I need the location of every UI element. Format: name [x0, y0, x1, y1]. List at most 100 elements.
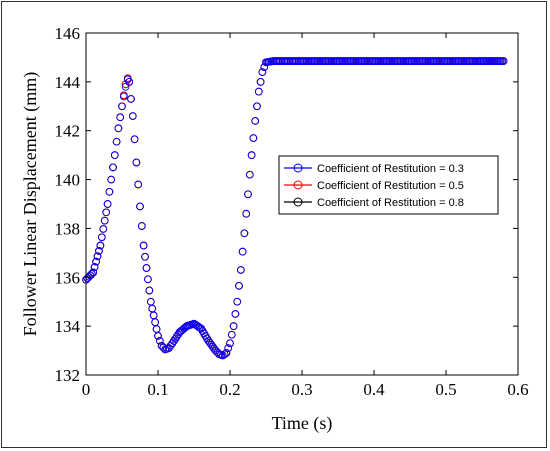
data-point: [132, 158, 141, 167]
legend: Coefficient of Restitution = 0.3 Coeffici…: [278, 155, 499, 215]
x-tick-label: 0.3: [291, 380, 312, 399]
data-point: [100, 216, 109, 225]
data-point: [109, 163, 117, 172]
y-tick-label: 142: [55, 122, 81, 141]
y-tick-label: 138: [55, 219, 81, 238]
data-point: [258, 68, 267, 76]
data-point: [139, 241, 148, 250]
legend-marker: [293, 197, 303, 207]
x-tick-label: 0.6: [507, 380, 528, 399]
data-point: [222, 349, 231, 357]
axis-ticks: 0 0.1 0.2 0.3 0.4 0.5 0.6 132 134 136 138 140 142 144…: [55, 24, 529, 399]
data-point: [155, 336, 164, 345]
data-point: [95, 247, 103, 255]
data-point: [92, 257, 100, 266]
data-point: [499, 57, 508, 65]
data-point: [148, 304, 157, 313]
y-tick-label: 144: [55, 73, 81, 92]
y-tick-label: 146: [55, 24, 81, 43]
y-tick-label: 132: [55, 366, 81, 385]
data-point: [144, 275, 152, 284]
data-point: [121, 82, 130, 91]
data-point: [231, 310, 240, 318]
y-tick-label: 136: [55, 268, 81, 287]
data-point: [245, 170, 254, 179]
data-point: [244, 190, 252, 199]
data-point: [207, 340, 216, 349]
x-tick-label: 0.2: [219, 380, 240, 399]
data-point: [93, 252, 102, 261]
data-point: [149, 311, 158, 320]
data-point: [103, 200, 112, 208]
data-point: [105, 187, 114, 196]
data-point: [164, 344, 173, 352]
legend-label: Coefficient of Restitution = 0.8: [317, 197, 464, 209]
data-point: [254, 87, 263, 96]
data-point: [256, 78, 265, 86]
x-tick-label: 0: [82, 380, 91, 399]
x-tick-label: 0.4: [363, 380, 385, 399]
data-point: [130, 135, 139, 144]
plot-marks: [82, 57, 508, 360]
data-point: [107, 175, 116, 184]
data-point: [220, 350, 229, 359]
data-point: [242, 209, 251, 218]
x-tick-label: 0.1: [147, 380, 168, 399]
y-tick-label: 134: [55, 317, 81, 336]
data-point: [137, 222, 146, 230]
y-axis-label: Follower Linear Displacement (mm): [20, 72, 41, 336]
data-point: [110, 151, 119, 159]
data-point: [112, 137, 121, 146]
data-point: [233, 297, 242, 306]
data-point: [236, 266, 245, 274]
data-point: [146, 297, 155, 306]
data-point: [102, 208, 111, 217]
data-point: [205, 338, 214, 347]
data-point: [127, 95, 135, 103]
data-point: [152, 325, 161, 333]
data-point: [204, 336, 213, 345]
data-point: [97, 233, 106, 242]
data-point: [235, 281, 243, 290]
data-point: [128, 112, 137, 120]
data-point: [145, 286, 154, 295]
data-point: [89, 268, 98, 277]
data-point: [249, 134, 258, 142]
data-point: [116, 113, 125, 122]
y-tick-label: 140: [55, 171, 81, 190]
data-point: [142, 264, 151, 272]
data-point: [253, 102, 261, 111]
data-point: [154, 332, 162, 340]
data-point: [87, 270, 96, 278]
data-point: [151, 318, 159, 327]
data-point: [229, 322, 238, 330]
series-1: [82, 57, 508, 360]
legend-box: [278, 155, 499, 215]
data-point: [159, 343, 168, 352]
legend-label: Coefficient of Restitution = 0.5: [317, 180, 464, 192]
data-point: [226, 339, 234, 348]
data-point: [125, 78, 134, 86]
data-point: [119, 92, 128, 101]
x-tick-label: 0.5: [435, 380, 456, 399]
data-point: [141, 252, 149, 261]
legend-marker: [293, 180, 303, 190]
data-point: [96, 241, 105, 250]
data-point: [118, 102, 126, 111]
data-point: [240, 229, 249, 238]
data-point: [251, 117, 260, 125]
data-point: [136, 202, 144, 211]
legend-marker: [293, 163, 303, 173]
data-point: [238, 247, 247, 256]
data-point: [134, 180, 143, 189]
x-axis-label: Time (s): [272, 413, 333, 434]
data-point: [227, 330, 236, 339]
data-point: [224, 344, 233, 352]
data-point: [90, 263, 99, 271]
data-point: [114, 124, 123, 133]
data-point: [99, 225, 108, 233]
data-point: [247, 151, 256, 159]
data-point: [208, 342, 217, 351]
